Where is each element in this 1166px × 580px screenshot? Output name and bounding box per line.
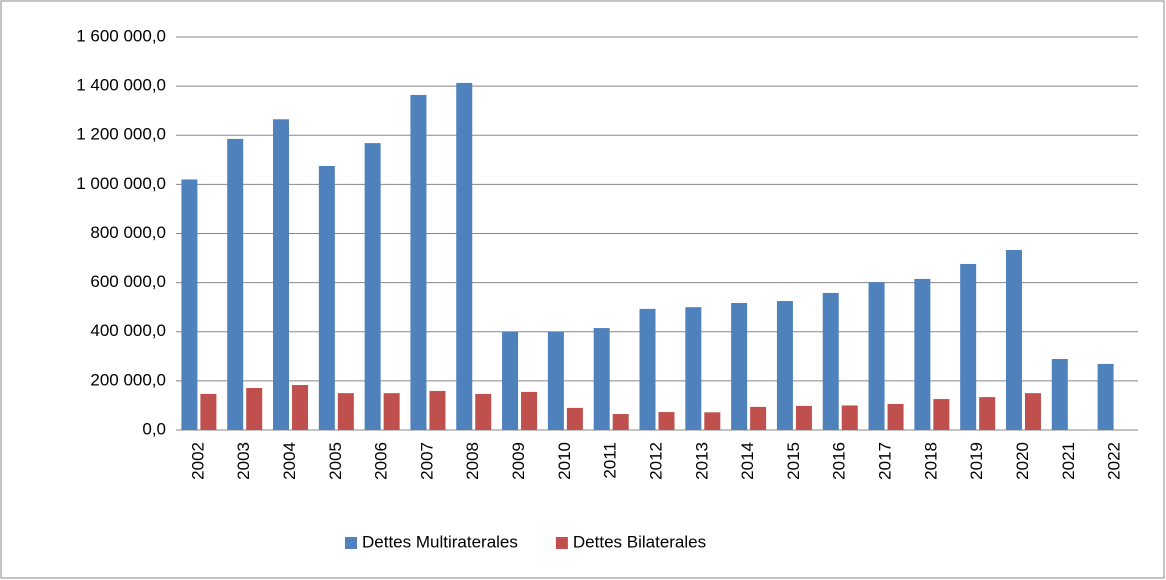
bar	[933, 399, 950, 430]
x-tick-label: 2007	[417, 442, 436, 480]
bar	[704, 412, 721, 430]
bar	[841, 405, 858, 430]
bar	[337, 393, 354, 430]
x-tick-label: 2019	[967, 442, 986, 480]
bar	[475, 393, 492, 430]
bar	[364, 143, 381, 431]
x-tick-label: 2022	[1105, 442, 1124, 480]
y-tick-label: 1 600 000,0	[76, 26, 166, 45]
bar	[887, 403, 904, 430]
bar	[318, 165, 335, 430]
bar	[410, 94, 427, 430]
bar	[658, 412, 675, 430]
x-tick-label: 2014	[738, 442, 757, 480]
bar	[685, 307, 702, 430]
x-tick-label: 2009	[509, 442, 528, 480]
bar	[593, 328, 610, 430]
x-tick-label: 2004	[280, 442, 299, 480]
legend-swatch	[555, 537, 568, 549]
y-tick-label: 800 000,0	[90, 223, 166, 242]
x-tick-label: 2015	[784, 442, 803, 480]
x-tick-label: 2006	[372, 442, 391, 480]
legend-label: Dettes Multiraterales	[362, 532, 518, 551]
bar	[1005, 249, 1022, 430]
y-tick-label: 1 200 000,0	[76, 125, 166, 144]
bar	[181, 179, 198, 430]
y-tick-label: 1 400 000,0	[76, 76, 166, 95]
x-tick-label: 2011	[601, 442, 620, 479]
x-tick-label: 2002	[188, 442, 207, 480]
bar	[547, 331, 564, 430]
bar	[731, 303, 748, 430]
legend-swatch	[345, 537, 357, 549]
bar	[795, 405, 812, 430]
bar	[456, 82, 473, 430]
bar	[429, 390, 446, 430]
x-tick-label: 2016	[830, 442, 849, 480]
bar	[227, 138, 244, 430]
bar	[612, 414, 629, 430]
bar	[273, 119, 290, 431]
y-tick-label: 400 000,0	[90, 321, 166, 340]
y-tick-label: 1 000 000,0	[76, 174, 166, 193]
bar	[960, 263, 977, 430]
bar	[246, 387, 263, 430]
bar	[1051, 359, 1068, 430]
bar	[914, 278, 931, 430]
bar	[502, 331, 519, 430]
y-tick-label: 600 000,0	[90, 272, 166, 291]
x-tick-label: 2008	[463, 442, 482, 480]
x-tick-label: 2005	[326, 442, 345, 480]
bar	[639, 308, 656, 430]
x-tick-label: 2021	[1059, 442, 1078, 480]
x-tick-label: 2010	[555, 442, 574, 480]
bar	[521, 391, 538, 430]
bar	[979, 397, 996, 430]
x-tick-label: 2013	[692, 442, 711, 480]
bar	[1024, 393, 1041, 430]
y-tick-label: 0,0	[142, 419, 166, 438]
x-tick-label: 2003	[234, 442, 253, 480]
x-tick-label: 2018	[921, 442, 940, 480]
bar	[776, 301, 793, 430]
bar	[868, 282, 885, 430]
x-tick-label: 2020	[1013, 442, 1032, 480]
bar	[750, 406, 767, 430]
bar	[383, 393, 400, 430]
y-tick-label: 200 000,0	[90, 370, 166, 389]
bar	[292, 385, 309, 430]
x-tick-label: 2017	[876, 442, 895, 480]
bar	[822, 292, 839, 430]
bar	[1097, 363, 1114, 430]
legend-label: Dettes Bilaterales	[573, 532, 706, 551]
bar	[566, 407, 583, 430]
x-tick-label: 2012	[646, 442, 665, 480]
bar	[200, 393, 217, 430]
